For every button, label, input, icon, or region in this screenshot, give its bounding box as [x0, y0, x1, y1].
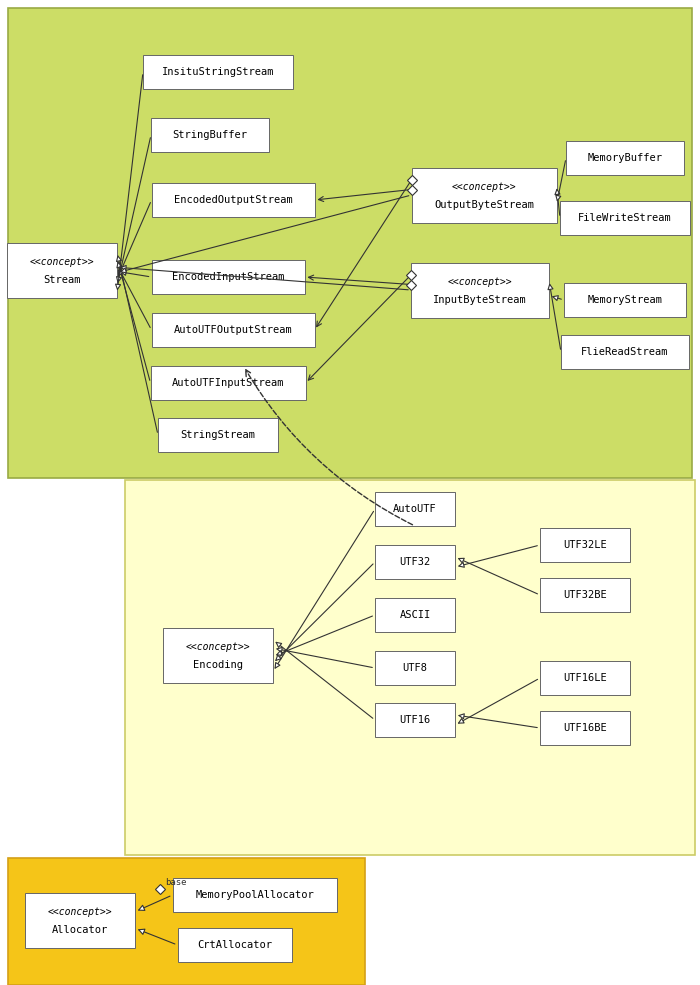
Text: AutoUTF: AutoUTF: [393, 504, 437, 514]
Bar: [125, 480, 695, 855]
FancyBboxPatch shape: [151, 260, 304, 294]
Text: Encoding: Encoding: [193, 660, 243, 670]
FancyBboxPatch shape: [375, 545, 455, 579]
FancyBboxPatch shape: [560, 201, 690, 235]
FancyBboxPatch shape: [178, 928, 293, 962]
FancyBboxPatch shape: [151, 313, 314, 347]
FancyBboxPatch shape: [163, 627, 273, 683]
Text: EncodedOutputStream: EncodedOutputStream: [174, 195, 293, 205]
Text: base: base: [165, 878, 187, 887]
Text: UTF32: UTF32: [400, 557, 430, 567]
Text: MemoryPoolAllocator: MemoryPoolAllocator: [195, 890, 314, 900]
FancyBboxPatch shape: [540, 578, 630, 612]
FancyBboxPatch shape: [412, 167, 556, 223]
Text: <<concept>>: <<concept>>: [448, 277, 512, 287]
Bar: [8, 8, 692, 478]
Text: <<concept>>: <<concept>>: [186, 642, 251, 652]
FancyBboxPatch shape: [564, 283, 686, 317]
Text: <<concept>>: <<concept>>: [452, 182, 517, 192]
Text: StringStream: StringStream: [181, 430, 256, 440]
FancyBboxPatch shape: [151, 183, 314, 217]
Text: Allocator: Allocator: [52, 925, 108, 935]
FancyBboxPatch shape: [150, 366, 305, 400]
Text: FlieReadStream: FlieReadStream: [581, 347, 668, 357]
Text: Stream: Stream: [43, 275, 80, 285]
FancyBboxPatch shape: [375, 703, 455, 737]
FancyBboxPatch shape: [158, 418, 278, 452]
Text: UTF8: UTF8: [402, 663, 428, 673]
FancyBboxPatch shape: [375, 598, 455, 632]
Text: CrtAllocator: CrtAllocator: [197, 940, 272, 950]
Text: OutputByteStream: OutputByteStream: [434, 200, 534, 210]
FancyBboxPatch shape: [375, 651, 455, 685]
Text: <<concept>>: <<concept>>: [29, 257, 94, 267]
FancyBboxPatch shape: [7, 242, 117, 297]
Text: UTF32LE: UTF32LE: [563, 540, 607, 550]
FancyBboxPatch shape: [561, 335, 689, 369]
FancyBboxPatch shape: [540, 528, 630, 562]
FancyBboxPatch shape: [172, 878, 337, 912]
FancyBboxPatch shape: [143, 55, 293, 89]
FancyBboxPatch shape: [540, 661, 630, 695]
FancyBboxPatch shape: [411, 262, 549, 317]
Text: <<concept>>: <<concept>>: [48, 907, 112, 917]
Text: AutoUTFInputStream: AutoUTFInputStream: [172, 378, 284, 388]
Text: MemoryStream: MemoryStream: [587, 295, 662, 305]
FancyBboxPatch shape: [25, 892, 135, 948]
Text: UTF16LE: UTF16LE: [563, 673, 607, 683]
FancyBboxPatch shape: [151, 118, 269, 152]
Text: InputByteStream: InputByteStream: [433, 295, 527, 305]
FancyBboxPatch shape: [375, 492, 455, 526]
Text: UTF32BE: UTF32BE: [563, 590, 607, 600]
Text: AutoUTFOutputStream: AutoUTFOutputStream: [174, 325, 293, 335]
Text: UTF16: UTF16: [400, 715, 430, 725]
Text: MemoryBuffer: MemoryBuffer: [587, 153, 662, 163]
Text: EncodedInputStream: EncodedInputStream: [172, 272, 284, 282]
FancyBboxPatch shape: [566, 141, 684, 175]
Text: ASCII: ASCII: [400, 610, 430, 620]
Text: StringBuffer: StringBuffer: [172, 130, 248, 140]
Text: InsituStringStream: InsituStringStream: [162, 67, 274, 77]
Text: UTF16BE: UTF16BE: [563, 723, 607, 733]
Bar: [8, 858, 365, 985]
FancyBboxPatch shape: [540, 711, 630, 745]
Text: FileWriteStream: FileWriteStream: [578, 213, 672, 223]
